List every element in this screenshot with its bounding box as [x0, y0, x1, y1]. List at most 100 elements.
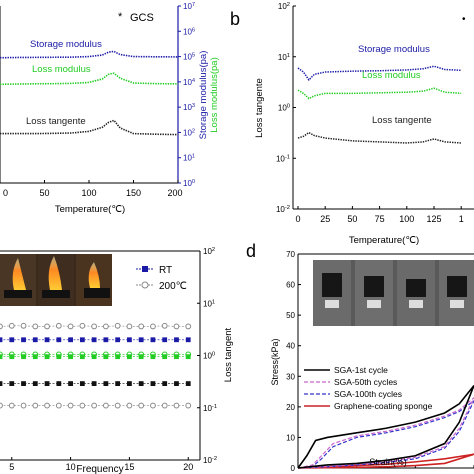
data-point: [21, 381, 26, 386]
data-point: [21, 354, 26, 360]
data-point: [67, 402, 74, 409]
data-point: [173, 402, 180, 409]
data-point: [0, 402, 3, 409]
x-tick-label: 5: [9, 462, 14, 472]
data-point: [127, 337, 132, 343]
legend-rt-label: RT: [159, 265, 172, 276]
panel-a-loss-annotation: Loss modulus: [32, 64, 91, 75]
compression-test-photo: [313, 260, 474, 326]
data-point: [138, 402, 145, 409]
y-tick-label: 10-1: [203, 404, 217, 413]
panel-d-legend: SGA-1st cycle SGA-50th cycles SGA-100th cy…: [304, 365, 433, 411]
panel-a-legend-marker: *: [118, 11, 123, 23]
x-tick-label: 75: [375, 214, 385, 224]
panel-d-x-label: Strain(%): [369, 457, 407, 467]
data-point: [161, 402, 168, 409]
x-tick-label: 25: [320, 214, 330, 224]
x-tick-label: 20: [183, 462, 193, 472]
data-point: [150, 337, 156, 343]
panel-b-y-ticks: 10-2 10-1 100 101 102: [276, 2, 296, 214]
x-tick-label: 125: [426, 214, 441, 224]
panel-a-right-label-loss: Loss modulus(pa): [209, 57, 220, 133]
y-tick-label: 101: [203, 299, 215, 308]
data-point: [56, 354, 62, 360]
series-line: [297, 87, 462, 100]
data-point: [185, 402, 192, 409]
y-tick-label: 30: [286, 372, 295, 381]
x-tick-label: 50: [347, 214, 357, 224]
panel-b-legend-marker: •: [462, 14, 466, 25]
data-point: [102, 323, 109, 330]
data-point: [55, 322, 62, 329]
legend-200c-marker: [141, 281, 149, 289]
y-tick-label: 102: [203, 247, 215, 256]
data-point: [103, 381, 109, 386]
sample-block: [447, 276, 467, 297]
data-point: [0, 381, 3, 386]
data-point: [150, 381, 156, 386]
data-point: [115, 354, 121, 360]
y-tick-label: 10: [286, 433, 295, 442]
data-point: [126, 323, 133, 330]
series-line: [297, 384, 474, 469]
data-point: [162, 354, 168, 360]
data-point: [150, 354, 156, 360]
data-point: [32, 337, 38, 343]
data-point: [103, 354, 109, 360]
y-tick-label: 105: [183, 53, 195, 62]
y-tick-label: 10-2: [276, 205, 290, 214]
data-point: [91, 354, 97, 360]
clamp: [325, 300, 339, 308]
legend-label: SGA-1st cycle: [334, 365, 388, 375]
data-point: [44, 337, 50, 343]
data-point: [79, 354, 85, 360]
data-point: [44, 323, 50, 330]
data-point: [68, 381, 73, 386]
flame-icon: [12, 258, 26, 290]
panel-a-x-ticks: 0 50 100 150 200: [0, 180, 183, 198]
x-tick-label: 100: [399, 214, 414, 224]
data-point: [44, 354, 50, 360]
y-tick-label: 100: [183, 179, 195, 188]
data-point: [20, 322, 27, 329]
panel-b-y-label: Loss tangente: [254, 78, 265, 138]
panel-d: d 0 10 20 30 40 50 60 70 SGA-1st cycle SGA-50th …: [246, 241, 474, 473]
y-tick-label: 10-2: [203, 456, 217, 465]
x-tick-label: 1: [459, 214, 464, 224]
burning-sample-photo: [0, 254, 112, 306]
x-tick-label: 100: [81, 188, 96, 198]
data-point: [55, 402, 62, 409]
legend-200c-label: 200℃: [159, 281, 187, 292]
panel-b-x-label: Temperature(℃): [349, 235, 419, 246]
y-tick-label: 102: [183, 128, 195, 137]
panel-a-legend-label: GCS: [130, 12, 154, 24]
y-tick-label: 40: [286, 342, 295, 351]
panel-b-x-ticks: 0 25 50 75 100 125 1: [295, 206, 464, 224]
y-tick-label: 101: [183, 154, 195, 163]
data-point: [44, 402, 50, 409]
data-point: [185, 381, 191, 386]
sample-block: [4, 290, 32, 298]
panel-a: 0 50 100 150 200 100 101 102 103 104 105 106 107 * …: [0, 2, 220, 215]
panel-b-loss-annotation: Loss modulus: [362, 70, 421, 81]
flame-icon: [88, 262, 100, 288]
panel-b-tangent-annotation: Loss tangente: [372, 115, 432, 126]
panel-a-tangent-annotation: Loss tangente: [26, 116, 86, 127]
data-point: [150, 402, 156, 409]
series-line: [297, 65, 462, 82]
panel-d-plot: [297, 384, 474, 469]
data-point: [79, 322, 86, 329]
data-point: [138, 323, 145, 330]
y-tick-label: 20: [286, 403, 295, 412]
data-point: [8, 402, 15, 409]
data-point: [127, 354, 132, 360]
panel-c-y-label: Loss tangent: [223, 327, 234, 382]
data-point: [9, 337, 15, 343]
data-point: [79, 381, 85, 386]
y-tick-label: 0: [291, 464, 296, 473]
flame-icon: [48, 256, 62, 290]
legend-label: SGA-50th cycles: [334, 377, 397, 387]
sample-block: [364, 276, 384, 297]
data-point: [126, 402, 133, 409]
y-tick-label: 50: [286, 311, 295, 320]
